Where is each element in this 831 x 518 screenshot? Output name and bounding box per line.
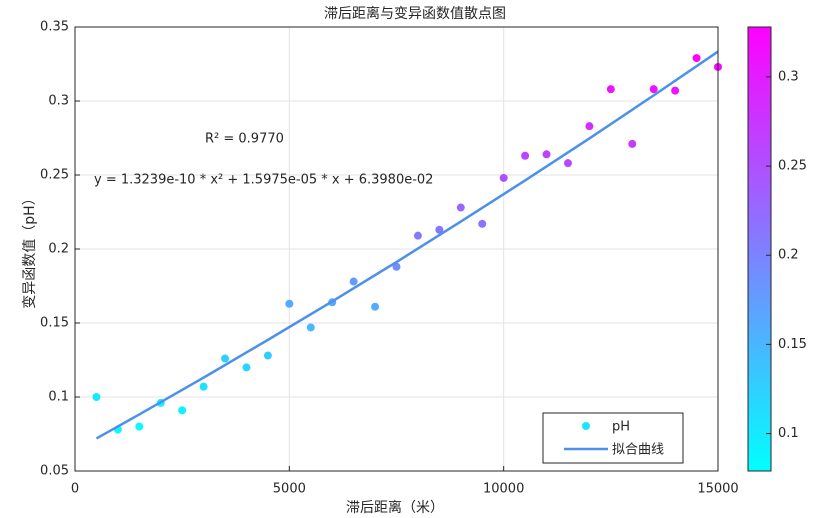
colorbar-tick-label: 0.2 — [778, 248, 799, 263]
point — [199, 382, 208, 391]
point — [178, 406, 187, 415]
colorbar-tick-label: 0.25 — [778, 159, 807, 174]
point — [628, 139, 637, 148]
point — [263, 351, 272, 360]
point — [649, 85, 658, 94]
x-axis-label: 滞后距离（米） — [346, 499, 444, 516]
colorbar-tick-label: 0.1 — [778, 426, 799, 441]
point — [606, 85, 615, 94]
point — [92, 393, 101, 401]
point — [392, 262, 401, 271]
legend-label: pH — [612, 420, 630, 435]
fit-line — [95, 50, 719, 440]
y-tick-label: 0.05 — [40, 464, 69, 479]
point — [221, 354, 230, 363]
colorbar-tick-label: 0.3 — [778, 69, 799, 84]
colorbar — [747, 26, 772, 472]
annotation: R² = 0.9770 — [205, 132, 284, 147]
point — [435, 225, 444, 234]
point — [413, 231, 422, 240]
annotation: y = 1.3239e-10 * x² + 1.5975e-05 * x + 6… — [94, 173, 433, 188]
x-tick-label: 15000 — [697, 482, 738, 497]
x-tick-label: 10000 — [483, 482, 524, 497]
point — [563, 159, 572, 168]
point — [478, 219, 487, 228]
y-axis-label: 变异函数值（pH） — [22, 191, 38, 308]
point — [135, 422, 144, 431]
y-tick-label: 0.3 — [48, 94, 69, 109]
point — [371, 302, 380, 311]
legend-box — [542, 412, 684, 464]
point — [692, 54, 701, 63]
point — [349, 277, 358, 286]
x-tick-label: 5000 — [273, 482, 306, 497]
point — [585, 122, 594, 131]
y-tick-label: 0.25 — [40, 168, 69, 183]
y-tick-label: 0.1 — [48, 390, 69, 405]
legend-marker — [582, 422, 590, 430]
point — [285, 299, 294, 308]
legend-label: 拟合曲线 — [612, 443, 664, 458]
point — [499, 173, 508, 182]
point — [306, 323, 315, 332]
point — [521, 151, 530, 160]
chart-title: 滞后距离与变异函数值散点图 — [324, 5, 506, 22]
x-tick-label: 0 — [71, 482, 79, 497]
y-tick-label: 0.15 — [40, 316, 69, 331]
point — [542, 150, 551, 159]
colorbar-tick-label: 0.15 — [778, 337, 807, 352]
y-tick-label: 0.35 — [40, 20, 69, 35]
point — [456, 203, 465, 212]
y-tick-label: 0.2 — [48, 242, 69, 257]
legend: pH 拟合曲线 — [542, 412, 684, 464]
point — [242, 363, 251, 372]
point — [671, 86, 680, 95]
